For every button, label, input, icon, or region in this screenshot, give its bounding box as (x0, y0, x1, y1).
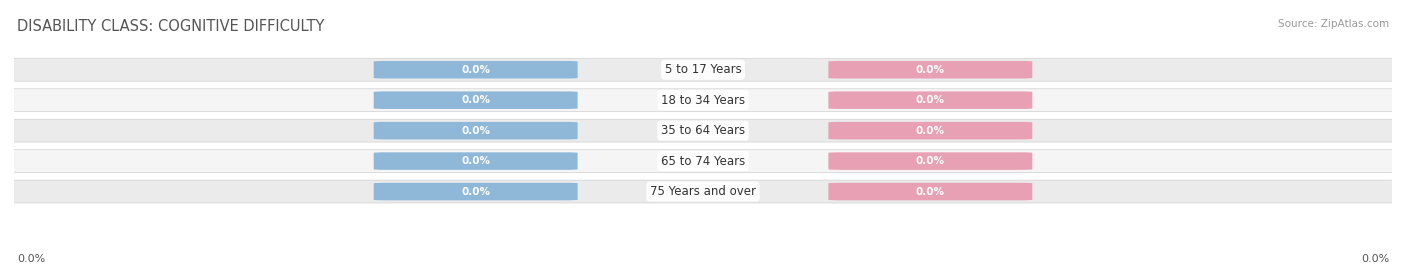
FancyBboxPatch shape (828, 152, 1032, 170)
Text: 0.0%: 0.0% (915, 156, 945, 166)
Text: 0.0%: 0.0% (1361, 254, 1389, 264)
FancyBboxPatch shape (828, 183, 1032, 200)
Text: 0.0%: 0.0% (461, 65, 491, 75)
Text: Source: ZipAtlas.com: Source: ZipAtlas.com (1278, 19, 1389, 29)
FancyBboxPatch shape (7, 150, 1399, 172)
Text: 18 to 34 Years: 18 to 34 Years (661, 94, 745, 107)
FancyBboxPatch shape (374, 61, 578, 79)
Text: 75 Years and over: 75 Years and over (650, 185, 756, 198)
Text: 0.0%: 0.0% (915, 65, 945, 75)
FancyBboxPatch shape (828, 122, 1032, 139)
FancyBboxPatch shape (374, 152, 578, 170)
Text: 0.0%: 0.0% (461, 95, 491, 105)
Text: 0.0%: 0.0% (915, 186, 945, 197)
Text: 0.0%: 0.0% (461, 126, 491, 136)
Text: 5 to 17 Years: 5 to 17 Years (665, 63, 741, 76)
FancyBboxPatch shape (374, 183, 578, 200)
FancyBboxPatch shape (828, 91, 1032, 109)
FancyBboxPatch shape (7, 58, 1399, 81)
Text: 0.0%: 0.0% (461, 156, 491, 166)
FancyBboxPatch shape (374, 91, 578, 109)
FancyBboxPatch shape (374, 122, 578, 139)
Text: 65 to 74 Years: 65 to 74 Years (661, 155, 745, 168)
Text: 0.0%: 0.0% (915, 126, 945, 136)
FancyBboxPatch shape (7, 180, 1399, 203)
FancyBboxPatch shape (828, 61, 1032, 79)
Text: 0.0%: 0.0% (17, 254, 45, 264)
Text: 35 to 64 Years: 35 to 64 Years (661, 124, 745, 137)
Text: DISABILITY CLASS: COGNITIVE DIFFICULTY: DISABILITY CLASS: COGNITIVE DIFFICULTY (17, 19, 325, 34)
Legend: Male, Female: Male, Female (640, 264, 766, 269)
Text: 0.0%: 0.0% (461, 186, 491, 197)
FancyBboxPatch shape (7, 119, 1399, 142)
Text: 0.0%: 0.0% (915, 95, 945, 105)
FancyBboxPatch shape (7, 89, 1399, 112)
